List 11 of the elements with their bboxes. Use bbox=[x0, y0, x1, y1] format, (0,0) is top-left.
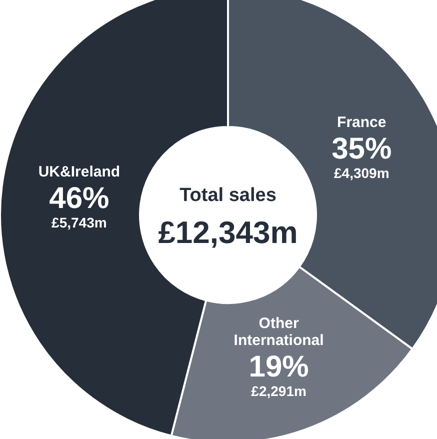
text: Total sales bbox=[180, 185, 276, 206]
text: £4,309m bbox=[334, 165, 390, 182]
data-label: 35% bbox=[332, 132, 392, 166]
data-label: 46% bbox=[49, 182, 110, 216]
data-label: 19% bbox=[248, 350, 309, 384]
slice-label: France bbox=[337, 114, 386, 132]
text: £5,743m bbox=[52, 214, 107, 230]
text: £12,343m bbox=[158, 215, 298, 250]
slice-label: UK&Ireland bbox=[38, 164, 120, 181]
text: £2,291m bbox=[251, 382, 306, 399]
slice-label: Other International bbox=[234, 314, 324, 350]
